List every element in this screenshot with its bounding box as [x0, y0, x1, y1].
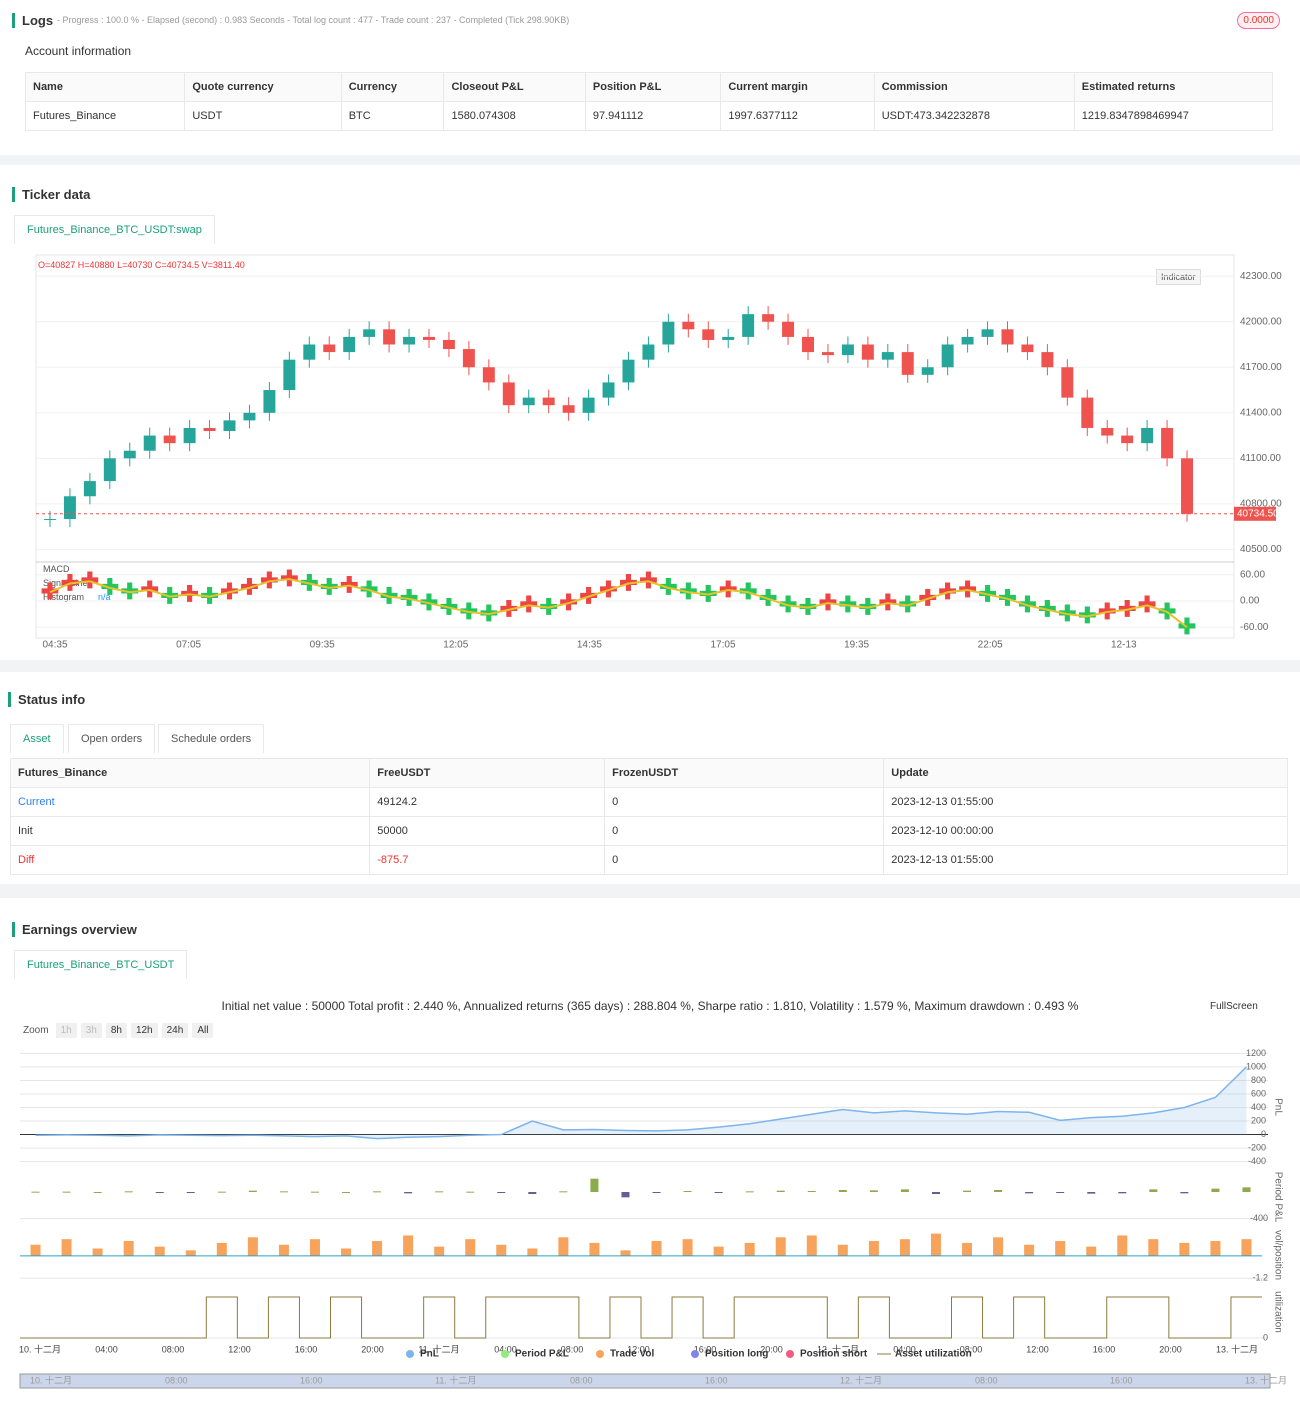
cell: Init: [9, 816, 371, 846]
badge: 0.0000: [1237, 12, 1280, 29]
cell: 1580.074308: [443, 101, 586, 131]
zoom-button[interactable]: 1h: [55, 1023, 77, 1038]
cell: -875.7: [369, 845, 606, 875]
zoom-button[interactable]: 3h: [80, 1023, 102, 1038]
account-table: Name Quote currency Currency Closeout P&L Po…: [24, 72, 1274, 131]
earnings-panel: Earnings overview Futures_Binance_BTC_US…: [0, 898, 1300, 1411]
account-title: Account information: [25, 44, 132, 58]
earnings-title: Earnings overview: [12, 922, 137, 937]
logs-title: Logs: [12, 13, 53, 28]
cell: 2023-12-10 00:00:00: [883, 816, 1288, 846]
header-cell: Name: [24, 72, 186, 102]
ohlc: O=40827 H=40880 L=40730 C=40734.5 V=3811…: [38, 260, 245, 270]
header-cell: Commission: [873, 72, 1075, 102]
cell: Diff: [9, 845, 371, 875]
cell: USDT: [184, 101, 342, 131]
header-cell: Position P&L: [584, 72, 722, 102]
cell: 0: [604, 787, 885, 817]
zoom-label: Zoom: [23, 1025, 49, 1036]
cell: Futures_Binance: [24, 101, 186, 131]
header-cell: Quote currency: [184, 72, 342, 102]
tab[interactable]: Schedule orders: [158, 724, 265, 753]
header-cell: Closeout P&L: [443, 72, 586, 102]
zoom-button[interactable]: 8h: [105, 1023, 127, 1038]
fullscreen[interactable]: FullScreen: [1210, 1001, 1258, 1012]
tab[interactable]: Open orders: [68, 724, 156, 753]
row: Futures_Binance USDT BTC 1580.074308 97.9411…: [24, 101, 1274, 131]
cell: BTC: [340, 101, 445, 131]
row: Diff -875.7 0 2023-12-13 01:55:00: [9, 845, 1288, 875]
cell: 1219.8347898469947: [1073, 101, 1274, 131]
zoom-button[interactable]: 24h: [161, 1023, 189, 1038]
tab[interactable]: Futures_Binance_BTC_USDT: [14, 950, 188, 979]
header-row: Futures_Binance FreeUSDT FrozenUSDT Update: [9, 758, 1288, 788]
header-cell: FrozenUSDT: [604, 758, 885, 788]
cell: 97.941112: [584, 101, 722, 131]
cell: 0: [604, 816, 885, 846]
asset-table: Futures_Binance FreeUSDT FrozenUSDT Update C…: [9, 758, 1288, 875]
cell: 49124.2: [369, 787, 606, 817]
logs-summary: - Progress : 100.0 % - Elapsed (second) …: [57, 15, 570, 25]
cell: 0: [604, 845, 885, 875]
zoom-button[interactable]: 12h: [130, 1023, 158, 1038]
header-cell: Current margin: [720, 72, 875, 102]
header-cell: FreeUSDT: [369, 758, 606, 788]
indicator-button[interactable]: Indicator: [1156, 269, 1201, 285]
header-cell: Estimated returns: [1073, 72, 1274, 102]
cell: 50000: [369, 816, 606, 846]
macd-legend: Signal Line: [43, 578, 88, 588]
macd-legend: MACD: [43, 564, 70, 574]
cell: Current: [9, 787, 371, 817]
summary: Initial net value : 50000 Total profit :…: [221, 999, 1079, 1013]
status-panel: Status info Asset Open orders Schedule o…: [0, 672, 1300, 884]
header-row: Name Quote currency Currency Closeout P&L Po…: [24, 72, 1274, 102]
cell: 1997.6377112: [720, 101, 875, 131]
zoom-button[interactable]: All: [192, 1023, 214, 1038]
cell: 2023-12-13 01:55:00: [883, 845, 1288, 875]
status-title: Status info: [8, 692, 85, 707]
header-cell: Currency: [340, 72, 445, 102]
cell: 2023-12-13 01:55:00: [883, 787, 1288, 817]
header-cell: Update: [883, 758, 1288, 788]
logs-panel: Logs - Progress : 100.0 % - Elapsed (sec…: [0, 0, 1300, 155]
row: Init 50000 0 2023-12-10 00:00:00: [9, 816, 1288, 846]
macd-legend: Histogram: [43, 592, 85, 602]
cell: USDT:473.342232878: [873, 101, 1075, 131]
tab[interactable]: Asset: [10, 724, 64, 753]
na: n/a: [98, 592, 111, 602]
zoom: Zoom 1h 3h 8h 12h 24h All: [20, 1023, 214, 1038]
tab[interactable]: Futures_Binance_BTC_USDT:swap: [14, 215, 215, 244]
ticker-panel: Ticker data Futures_Binance_BTC_USDT:swa…: [0, 165, 1300, 660]
header-cell: Futures_Binance: [9, 758, 371, 788]
ticker-title: Ticker data: [12, 187, 90, 202]
row: Current 49124.2 0 2023-12-13 01:55:00: [9, 787, 1288, 817]
